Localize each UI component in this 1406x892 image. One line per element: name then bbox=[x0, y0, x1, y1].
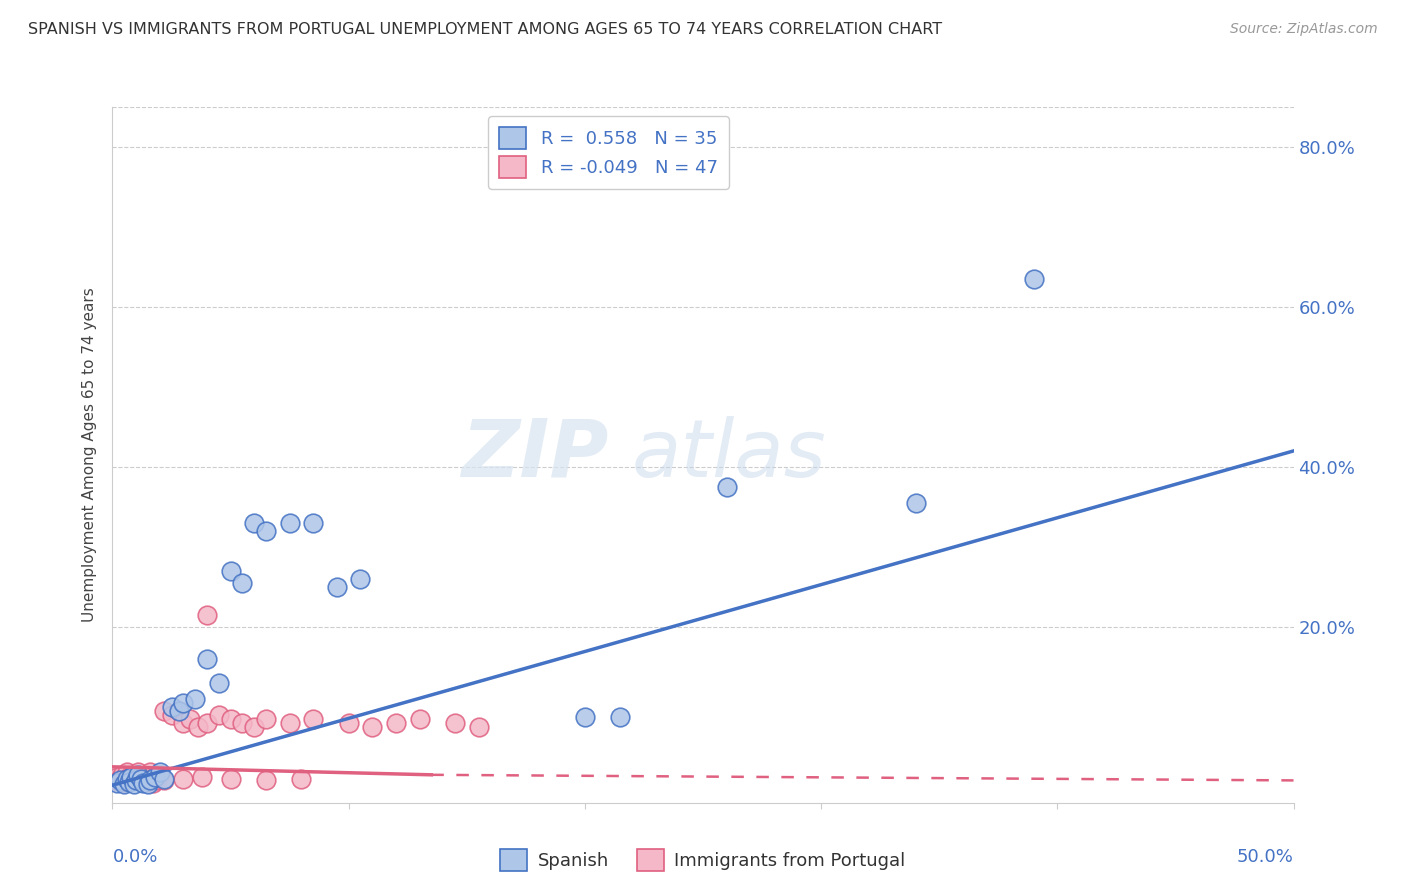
Point bbox=[195, 652, 218, 666]
Legend: R =  0.558   N = 35, R = -0.049   N = 47: R = 0.558 N = 35, R = -0.049 N = 47 bbox=[488, 116, 728, 189]
Point bbox=[122, 768, 145, 782]
Point bbox=[254, 524, 277, 538]
Point bbox=[231, 715, 253, 730]
Point bbox=[337, 715, 360, 730]
Point bbox=[127, 765, 149, 780]
Point bbox=[139, 765, 162, 780]
Point bbox=[219, 712, 242, 726]
Point bbox=[122, 776, 145, 790]
Point bbox=[219, 772, 242, 786]
Point bbox=[160, 707, 183, 722]
Point bbox=[129, 772, 152, 786]
Text: atlas: atlas bbox=[633, 416, 827, 494]
Point bbox=[153, 772, 176, 786]
Point bbox=[254, 773, 277, 788]
Point bbox=[132, 773, 155, 788]
Point bbox=[108, 773, 131, 788]
Point bbox=[1022, 272, 1045, 286]
Point bbox=[167, 704, 190, 718]
Point bbox=[115, 772, 138, 786]
Point bbox=[231, 575, 253, 590]
Point bbox=[118, 770, 141, 784]
Point bbox=[172, 715, 194, 730]
Point bbox=[326, 580, 349, 594]
Point bbox=[105, 776, 128, 790]
Point bbox=[467, 720, 489, 734]
Point bbox=[574, 710, 596, 724]
Text: 50.0%: 50.0% bbox=[1237, 848, 1294, 866]
Point bbox=[208, 676, 231, 690]
Point bbox=[184, 691, 207, 706]
Point bbox=[120, 773, 142, 788]
Point bbox=[195, 715, 218, 730]
Point bbox=[361, 720, 384, 734]
Point bbox=[149, 768, 172, 782]
Point bbox=[160, 699, 183, 714]
Point bbox=[136, 777, 159, 791]
Y-axis label: Unemployment Among Ages 65 to 74 years: Unemployment Among Ages 65 to 74 years bbox=[82, 287, 97, 623]
Point bbox=[120, 770, 142, 784]
Point bbox=[167, 704, 190, 718]
Point bbox=[195, 607, 218, 622]
Legend: Spanish, Immigrants from Portugal: Spanish, Immigrants from Portugal bbox=[494, 842, 912, 879]
Point bbox=[191, 770, 214, 784]
Point bbox=[278, 516, 301, 530]
Point bbox=[129, 770, 152, 784]
Point bbox=[143, 770, 166, 784]
Point bbox=[146, 773, 169, 788]
Point bbox=[254, 712, 277, 726]
Point bbox=[112, 777, 135, 791]
Point bbox=[132, 776, 155, 790]
Point bbox=[125, 772, 148, 786]
Point bbox=[302, 712, 325, 726]
Point bbox=[105, 770, 128, 784]
Point bbox=[278, 715, 301, 730]
Point bbox=[349, 572, 371, 586]
Point bbox=[172, 772, 194, 786]
Point bbox=[136, 772, 159, 786]
Point bbox=[385, 715, 408, 730]
Point bbox=[302, 516, 325, 530]
Point bbox=[127, 768, 149, 782]
Point bbox=[609, 710, 631, 724]
Point bbox=[139, 773, 162, 788]
Point bbox=[142, 776, 165, 790]
Point bbox=[219, 564, 242, 578]
Point bbox=[290, 772, 312, 786]
Point bbox=[112, 775, 135, 789]
Point bbox=[716, 480, 738, 494]
Point bbox=[179, 712, 201, 726]
Point bbox=[243, 516, 266, 530]
Point bbox=[111, 768, 134, 782]
Point bbox=[186, 720, 208, 734]
Point bbox=[135, 768, 157, 782]
Text: ZIP: ZIP bbox=[461, 416, 609, 494]
Point bbox=[115, 765, 138, 780]
Point bbox=[104, 773, 127, 788]
Point bbox=[408, 712, 430, 726]
Point bbox=[125, 773, 148, 788]
Text: Source: ZipAtlas.com: Source: ZipAtlas.com bbox=[1230, 22, 1378, 37]
Point bbox=[444, 715, 467, 730]
Point bbox=[208, 707, 231, 722]
Point bbox=[153, 704, 176, 718]
Point bbox=[172, 696, 194, 710]
Point bbox=[149, 765, 172, 780]
Point bbox=[904, 496, 927, 510]
Text: 0.0%: 0.0% bbox=[112, 848, 157, 866]
Point bbox=[143, 770, 166, 784]
Point bbox=[243, 720, 266, 734]
Point bbox=[118, 775, 141, 789]
Text: SPANISH VS IMMIGRANTS FROM PORTUGAL UNEMPLOYMENT AMONG AGES 65 TO 74 YEARS CORRE: SPANISH VS IMMIGRANTS FROM PORTUGAL UNEM… bbox=[28, 22, 942, 37]
Point bbox=[108, 772, 131, 786]
Point bbox=[153, 773, 176, 788]
